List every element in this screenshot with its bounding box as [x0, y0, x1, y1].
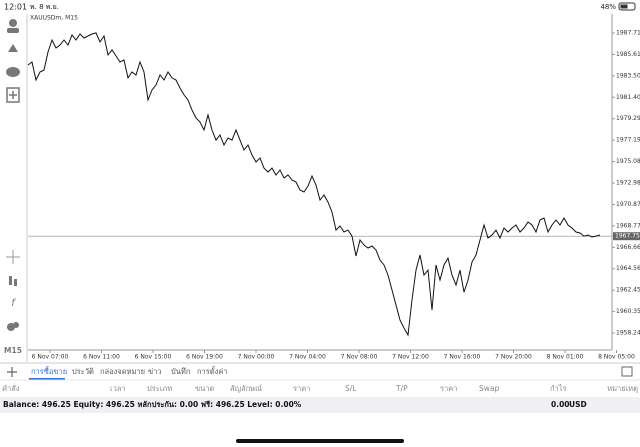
objects-icon-b: [13, 322, 19, 328]
function-icon[interactable]: f: [11, 298, 16, 309]
x-tick-label: 6 Nov 07:00: [32, 354, 69, 361]
column-header: S/L: [345, 384, 357, 393]
y-tick-label: 1983.505: [616, 72, 640, 79]
x-tick-label: 7 Nov 16:00: [444, 354, 481, 361]
y-tick-label: 1962.455: [616, 287, 640, 294]
account-icon-body: [7, 28, 19, 33]
column-header: T/P: [395, 384, 408, 393]
y-tick-label: 1981.400: [616, 94, 640, 101]
y-tick-label: 1979.295: [616, 115, 640, 122]
battery-icon: [618, 2, 636, 11]
x-tick-label: 8 Nov 05:00: [598, 354, 635, 361]
y-tick-label: 1987.715: [616, 29, 640, 36]
column-header: หมายเหตุ: [607, 384, 638, 393]
indicator-icon[interactable]: [9, 276, 12, 285]
column-header: กำไร: [550, 384, 567, 393]
toolbar: f: [6, 19, 20, 331]
balance: Balance: 496.25 Equity: 496.25 หลักประกั…: [3, 400, 302, 409]
column-header: ขนาด: [195, 384, 214, 393]
x-tick-label: 7 Nov 20:00: [495, 354, 532, 361]
y-tick-label: 1960.350: [616, 308, 640, 315]
tab[interactable]: กล่องจดหมาย: [100, 367, 145, 376]
battery-level: [620, 4, 628, 9]
x-tick-label: 7 Nov 08:00: [341, 354, 378, 361]
tab[interactable]: ประวัติ: [72, 367, 94, 376]
new-order-icon[interactable]: [6, 87, 20, 103]
y-tick-label: 1970.875: [616, 201, 640, 208]
y-tick-label: 1968.770: [616, 222, 640, 229]
y-tick-label: 1966.665: [616, 244, 640, 251]
chart: XAUUSDm, M15 1987.715 1985.610 1983.505 198…: [27, 14, 640, 361]
tab[interactable]: การซื้อขาย: [31, 366, 67, 376]
y-tick-label: 1964.560: [616, 265, 640, 272]
column-header: Swap: [479, 384, 499, 393]
column-header: ราคา: [293, 384, 310, 393]
add-button[interactable]: [7, 367, 17, 377]
timeframe[interactable]: M15: [4, 346, 22, 355]
column-header: ประเภท: [147, 384, 172, 393]
chart-title: XAUUSDm, M15: [30, 15, 78, 22]
y-tick-label: 1972.980: [616, 180, 640, 187]
plus: [9, 91, 17, 99]
x-tick-label: 7 Nov 00:00: [238, 354, 275, 361]
y-tick-label: 1977.190: [616, 137, 640, 144]
y-tick-label: 1975.085: [616, 158, 640, 165]
indicator-icon-b: [14, 279, 17, 286]
column-header: คำสั่ง: [2, 383, 20, 393]
column-header: สัญลักษณ์: [230, 384, 262, 393]
columns: คำสั่ง เวลา ประเภท ขนาด สัญลักษณ์ ราคา S/L T/P ร…: [2, 383, 638, 393]
column-header: เวลา: [110, 384, 126, 393]
trade-icon[interactable]: [8, 44, 18, 52]
tab[interactable]: ข่าว: [148, 367, 162, 376]
panel-icon[interactable]: [621, 366, 633, 377]
account-icon[interactable]: [9, 19, 17, 27]
tab[interactable]: บันทึก: [171, 367, 190, 376]
x-tick-label: 6 Nov 15:00: [135, 354, 172, 361]
status-date: พ. 8 พ.ย.: [30, 3, 59, 11]
summary-row: [0, 397, 640, 413]
tab[interactable]: การตั้งค่า: [197, 366, 228, 376]
x-tick-label: 6 Nov 11:00: [83, 354, 120, 361]
y-tick-label: 1985.610: [616, 51, 640, 58]
tabs: การซื้อขาย ประวัติ กล่องจดหมาย ข่าว บันทึก กา…: [29, 366, 228, 380]
chat-icon[interactable]: [6, 67, 20, 77]
current-price-tag: [613, 232, 640, 241]
profit: 0.00: [551, 400, 570, 409]
currency: USD: [569, 400, 587, 409]
x-tick-label: 8 Nov 01:00: [547, 354, 584, 361]
column-header: ราคา: [440, 384, 457, 393]
status-time: 12:01: [4, 3, 27, 12]
battery: 48%: [600, 3, 616, 11]
home-indicator: [236, 439, 404, 443]
current-price-label: 1967.757: [615, 233, 640, 240]
x-tick-label: 7 Nov 04:00: [289, 354, 326, 361]
crosshair-icon[interactable]: [6, 250, 20, 264]
tab-underline: [29, 378, 65, 380]
x-tick-label: 7 Nov 12:00: [392, 354, 429, 361]
y-tick-label: 1958.245: [616, 330, 640, 337]
x-tick-label: 6 Nov 19:00: [186, 354, 223, 361]
price-line: [27, 32, 601, 337]
